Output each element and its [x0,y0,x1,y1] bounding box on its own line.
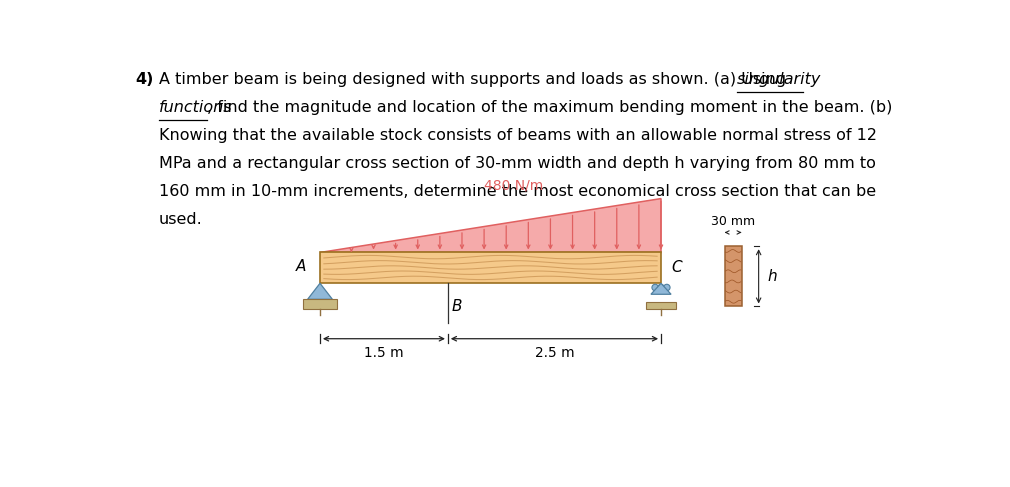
Text: 30 mm: 30 mm [711,215,755,228]
Polygon shape [650,283,671,294]
Circle shape [651,284,659,291]
Text: h: h [768,269,778,284]
Text: functions: functions [159,100,232,114]
Text: C: C [671,261,682,275]
Text: A timber beam is being designed with supports and loads as shown. (a) Using: A timber beam is being designed with sup… [159,72,791,87]
Text: B: B [451,299,463,314]
Text: 2.5 m: 2.5 m [534,346,575,360]
Bar [303,300,337,309]
Polygon shape [320,199,661,252]
Text: 1.5 m: 1.5 m [365,346,404,360]
Text: Knowing that the available stock consists of beams with an allowable normal stre: Knowing that the available stock consist… [159,128,877,143]
Text: , find the magnitude and location of the maximum bending moment in the beam. (b): , find the magnitude and location of the… [207,100,892,114]
Text: 480 N/m: 480 N/m [484,178,543,192]
Text: MPa and a rectangular cross section of 30-mm width and depth h varying from 80 m: MPa and a rectangular cross section of 3… [159,156,876,171]
Text: used.: used. [159,212,203,227]
Polygon shape [308,283,332,300]
Text: singularity: singularity [737,72,821,87]
Bar [724,246,741,306]
Text: A: A [296,259,306,274]
Circle shape [658,284,665,291]
Bar [645,302,676,309]
Circle shape [664,284,670,291]
Text: 4): 4) [135,72,154,87]
Text: 160 mm in 10-mm increments, determine the most economical cross section that can: 160 mm in 10-mm increments, determine th… [159,184,876,199]
Polygon shape [320,252,661,283]
